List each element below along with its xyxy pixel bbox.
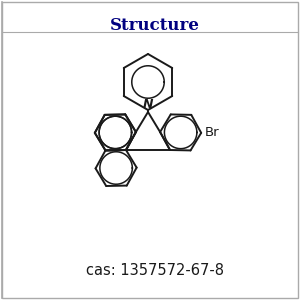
Text: Structure: Structure [110, 17, 200, 34]
Text: N: N [143, 98, 153, 110]
Text: cas: 1357572-67-8: cas: 1357572-67-8 [86, 263, 224, 278]
Text: Br: Br [205, 126, 220, 140]
